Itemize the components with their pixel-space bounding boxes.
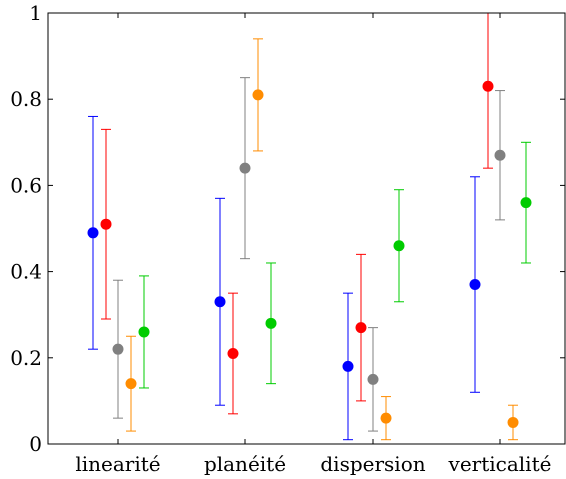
series-0 <box>87 115 481 441</box>
plot-frame <box>47 12 566 445</box>
x-tick-label: planéité <box>204 452 286 476</box>
x-tick-label: verticalité <box>448 452 552 476</box>
data-point <box>239 162 251 174</box>
data-point <box>520 197 532 209</box>
x-tick-label: dispersion <box>320 452 425 476</box>
series-1 <box>100 12 494 415</box>
data-point <box>87 227 99 239</box>
data-point <box>214 296 226 308</box>
data-point <box>355 322 367 334</box>
data-point <box>125 378 137 390</box>
data-point <box>507 416 519 428</box>
data-point <box>342 360 354 372</box>
data-point <box>469 279 481 291</box>
chart-axes: 0 0.2 0.4 0.6 0.8 1 linearité planéité dispersio… <box>10 1 565 476</box>
y-tick-label: 0.6 <box>10 173 42 197</box>
data-point <box>252 89 264 101</box>
data-point <box>367 373 379 385</box>
data-point <box>482 80 494 92</box>
data-point <box>227 347 239 359</box>
data-point <box>494 149 506 161</box>
data-point <box>138 326 150 338</box>
data-point <box>380 412 392 424</box>
data-point <box>100 218 112 230</box>
x-tick-label: linearité <box>75 452 160 476</box>
y-tick-label: 0.8 <box>10 87 42 111</box>
chart-marks <box>87 12 532 441</box>
data-point <box>112 343 124 355</box>
y-tick-label: 0.2 <box>10 346 42 370</box>
y-tick-label: 1 <box>29 1 42 25</box>
series-3 <box>125 38 519 441</box>
data-point <box>393 240 405 252</box>
y-tick-label: 0 <box>29 432 42 456</box>
series-4 <box>138 141 532 389</box>
y-tick-label: 0.4 <box>10 260 42 284</box>
data-point <box>265 317 277 329</box>
series-2 <box>112 77 506 432</box>
